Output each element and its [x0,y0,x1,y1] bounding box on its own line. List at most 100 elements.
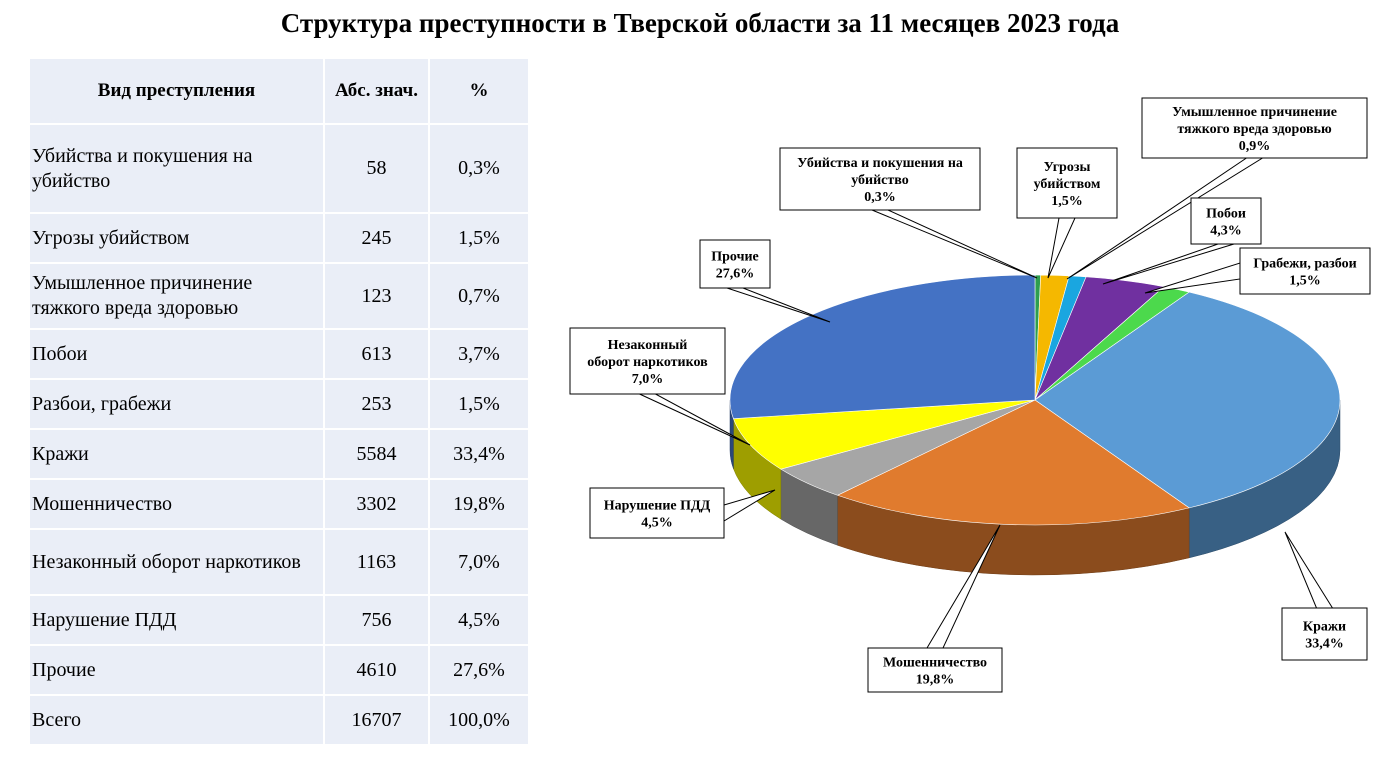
row-pct: 27,6% [429,645,530,696]
slice-value-label: 27,6% [716,267,755,282]
slice-callout: Нарушение ПДД 4,5% [589,487,776,539]
row-abs: 123 [324,263,430,330]
slice-value-label: 0,9% [1239,139,1271,154]
callout-pointer [871,209,1038,279]
row-name: Нарушение ПДД [30,595,325,646]
slice-category-label: Незаконный [608,338,688,353]
callout-pointer [1284,531,1334,609]
row-abs: 613 [324,329,430,380]
row-pct: 33,4% [429,429,530,480]
slice-value-label: 7,0% [632,372,664,387]
row-name: Угрозы убийством [30,213,325,264]
header-percent: % [429,59,530,125]
table-row: Разбои, грабежи 253 1,5% [30,379,530,430]
row-pct: 3,7% [429,329,530,380]
table-row: Умышленное причинение тяжкого вреда здор… [30,263,530,330]
row-abs: 5584 [324,429,430,480]
pie-slice [1034,291,1341,509]
callout-box [1016,147,1118,219]
table-row: Прочие 4610 27,6% [30,645,530,696]
row-abs: 245 [324,213,430,264]
row-abs: 253 [324,379,430,430]
chart-title: Структура преступности в Тверской област… [280,8,1120,38]
row-abs: 756 [324,595,430,646]
slice-value-label: 1,5% [1289,274,1321,289]
table-row: Нарушение ПДД 756 4,5% [30,595,530,646]
row-abs: 4610 [324,645,430,696]
header-crime-type: Вид преступления [30,59,325,125]
slice-value-label: 1,5% [1051,194,1083,209]
slice-category-label: Прочие [711,250,759,265]
row-abs: 58 [324,124,430,214]
row-name: Незаконный оборот наркотиков [30,529,325,596]
callout-box [1141,97,1368,159]
callout-box [867,647,1003,693]
header-absolute: Абс. знач. [324,59,430,125]
slice-category-label: Нарушение ПДД [604,499,711,514]
table-row: Мошенничество 3302 19,8% [30,479,530,530]
slice-value-label: 19,8% [916,673,955,688]
callout-pointer [1047,217,1076,279]
callout-box [1281,607,1368,661]
slice-callout: Убийства и покушения на убийство 0,3% [779,147,1038,279]
slice-category-label: Мошенничество [883,656,987,671]
row-pct: 1,5% [429,379,530,430]
table-row: Убийства и покушения на убийство 58 0,3% [30,124,530,214]
slice-callout: Прочие 27,6% [699,239,831,323]
row-name: Мошенничество [30,479,325,530]
slice-callout: Побои 4,3% [1102,197,1262,285]
pie-slice [729,274,1036,419]
table-row: Кражи 5584 33,4% [30,429,530,480]
row-pct: 7,0% [429,529,530,596]
slice-callout: Грабежи, разбои 1,5% [1144,247,1371,295]
slice-callout: Мошенничество 19,8% [867,524,1003,693]
row-name: Прочие [30,645,325,696]
slice-category-label: убийство [851,173,909,188]
pie-tops [729,274,1341,526]
pie-labels: Убийства и покушения на убийство 0,3% Угроз… [569,97,1371,693]
callout-box [1239,247,1371,295]
row-name: Убийства и покушения на убийство [30,124,325,214]
slice-category-label: Побои [1206,207,1246,222]
table-row-total: Всего 16707 100,0% [30,695,530,746]
row-pct: 1,5% [429,213,530,264]
row-pct: 0,3% [429,124,530,214]
table-header-row: Вид преступления Абс. знач. % [30,59,530,125]
callout-box [1190,197,1262,245]
callout-box [589,487,725,539]
pie-slice [732,399,1036,470]
row-name: Побои [30,329,325,380]
slice-value-label: 33,4% [1305,637,1344,652]
table-row: Незаконный оборот наркотиков 1163 7,0% [30,529,530,596]
slice-callout: Угрозы убийством 1,5% [1016,147,1118,279]
callout-box [569,327,726,395]
slice-category-label: Грабежи, разбои [1253,257,1356,272]
table-row: Угрозы убийством 245 1,5% [30,213,530,264]
row-name: Кражи [30,429,325,480]
slice-callout: Умышленное причинение тяжкого вреда здоро… [1066,97,1368,280]
table-row: Побои 613 3,7% [30,329,530,380]
row-name: Умышленное причинение тяжкого вреда здор… [30,263,325,330]
slice-category-label: Кражи [1303,620,1346,635]
row-abs: 1163 [324,529,430,596]
pie-slice [836,399,1190,526]
callout-box [779,147,981,211]
callout-box [699,239,771,289]
slice-value-label: 4,3% [1210,224,1242,239]
slice-category-label: убийством [1034,177,1101,192]
callout-pointer [1144,262,1241,294]
slice-category-label: Убийства и покушения на [797,156,963,171]
callout-pointer [726,287,831,323]
pie-chart: Убийства и покушения на убийство 0,3% Угроз… [569,97,1371,693]
row-pct: 19,8% [429,479,530,530]
row-pct: 100,0% [429,695,530,746]
slice-category-label: оборот наркотиков [587,355,708,370]
slice-value-label: 4,5% [641,516,673,531]
slice-category-label: Угрозы [1044,160,1091,175]
crime-table: Вид преступления Абс. знач. % Убийства и… [30,59,530,746]
slice-callout: Незаконный оборот наркотиков 7,0% [569,327,751,446]
slice-category-label: Умышленное причинение [1172,105,1337,120]
slice-category-label: тяжкого вреда здоровью [1177,122,1332,137]
row-name: Всего [30,695,325,746]
slice-value-label: 0,3% [864,190,896,205]
